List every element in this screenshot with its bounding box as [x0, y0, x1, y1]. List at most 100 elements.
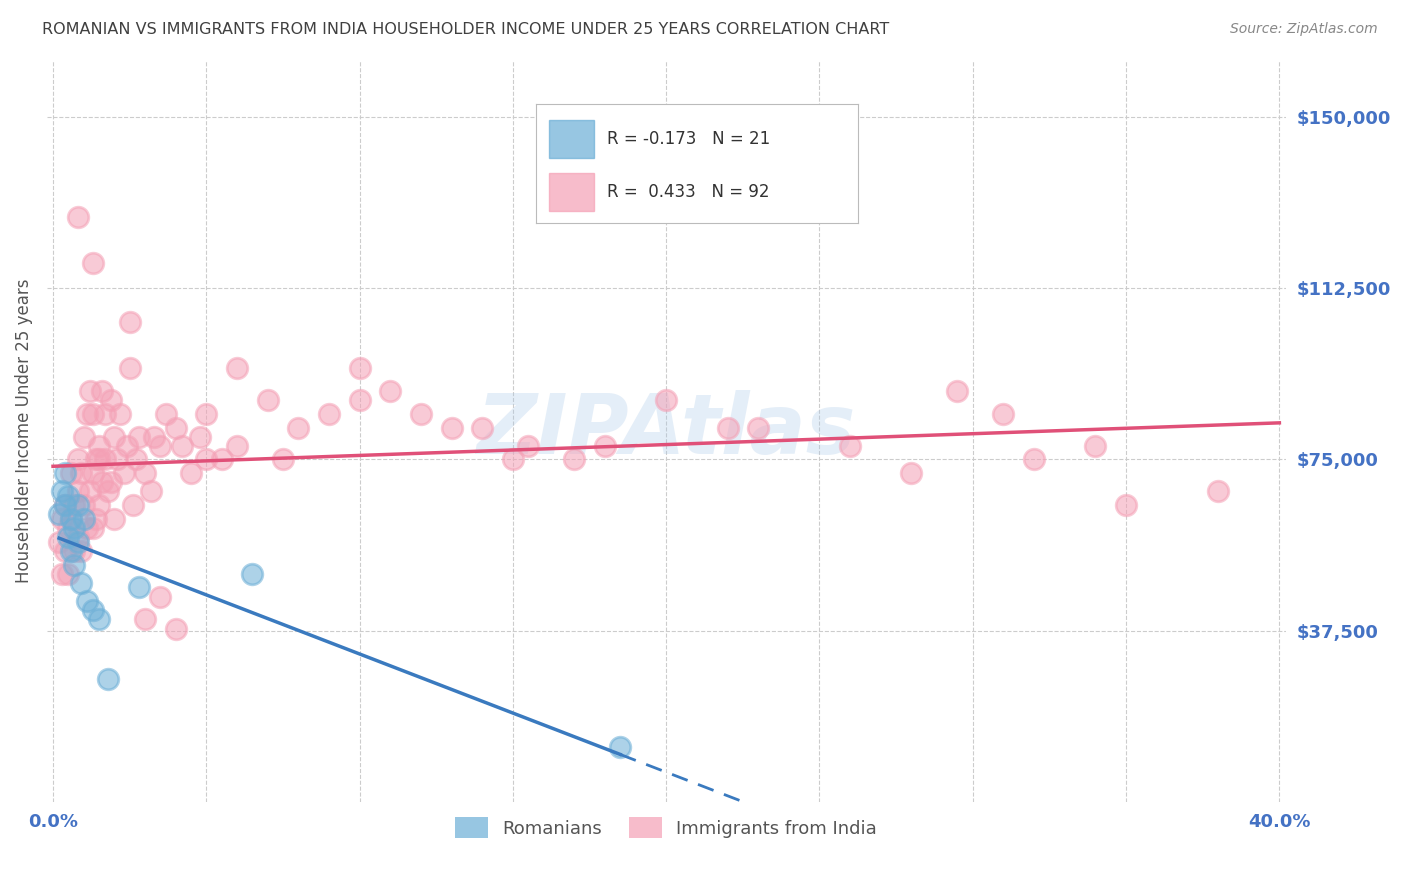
Point	[69, 544, 91, 558]
Point	[63, 544, 86, 558]
Point	[471, 420, 494, 434]
Point	[609, 740, 631, 755]
Point	[51, 512, 73, 526]
Point	[747, 420, 769, 434]
Legend: Romanians, Immigrants from India: Romanians, Immigrants from India	[449, 810, 884, 846]
Point	[51, 566, 73, 581]
Point	[48, 534, 70, 549]
Point	[155, 407, 177, 421]
Point	[149, 590, 172, 604]
Point	[318, 407, 340, 421]
Point	[58, 489, 80, 503]
Point	[53, 467, 76, 481]
Point	[87, 452, 110, 467]
Point	[84, 512, 107, 526]
Point	[82, 407, 104, 421]
Point	[58, 566, 80, 581]
Point	[188, 430, 211, 444]
Text: ZIPAtlas: ZIPAtlas	[477, 391, 856, 472]
Point	[440, 420, 463, 434]
Point	[240, 566, 263, 581]
Point	[128, 430, 150, 444]
Point	[51, 484, 73, 499]
Point	[180, 467, 202, 481]
Point	[53, 544, 76, 558]
Point	[946, 384, 969, 398]
Point	[103, 430, 125, 444]
Point	[73, 498, 96, 512]
Point	[58, 521, 80, 535]
Point	[170, 439, 193, 453]
Point	[349, 393, 371, 408]
Point	[121, 498, 143, 512]
Point	[195, 407, 218, 421]
Point	[82, 603, 104, 617]
Point	[66, 211, 89, 225]
Point	[91, 475, 114, 490]
Point	[79, 384, 101, 398]
Point	[97, 672, 120, 686]
Point	[517, 439, 540, 453]
Point	[134, 612, 156, 626]
Point	[1115, 498, 1137, 512]
Point	[76, 521, 98, 535]
Point	[1022, 452, 1045, 467]
Point	[100, 475, 122, 490]
Point	[1206, 484, 1229, 499]
Point	[226, 361, 249, 376]
Point	[409, 407, 432, 421]
Point	[271, 452, 294, 467]
Point	[60, 467, 83, 481]
Point	[139, 484, 162, 499]
Point	[58, 530, 80, 544]
Point	[118, 315, 141, 329]
Point	[107, 452, 129, 467]
Point	[97, 484, 120, 499]
Point	[66, 452, 89, 467]
Point	[226, 439, 249, 453]
Point	[125, 452, 148, 467]
Point	[79, 484, 101, 499]
Point	[66, 498, 89, 512]
Point	[94, 452, 117, 467]
Point	[149, 439, 172, 453]
Point	[73, 512, 96, 526]
Point	[165, 622, 187, 636]
Point	[87, 439, 110, 453]
Point	[716, 420, 738, 434]
Point	[839, 439, 862, 453]
Y-axis label: Householder Income Under 25 years: Householder Income Under 25 years	[15, 278, 32, 583]
Point	[103, 512, 125, 526]
Point	[562, 452, 585, 467]
Point	[100, 393, 122, 408]
Point	[84, 452, 107, 467]
Point	[165, 420, 187, 434]
Point	[87, 498, 110, 512]
Point	[118, 361, 141, 376]
Point	[76, 407, 98, 421]
Point	[655, 393, 678, 408]
Point	[256, 393, 278, 408]
Point	[82, 521, 104, 535]
Point	[63, 558, 86, 572]
Point	[60, 512, 83, 526]
Point	[73, 430, 96, 444]
Point	[110, 407, 132, 421]
Point	[349, 361, 371, 376]
Point	[53, 498, 76, 512]
Point	[1084, 439, 1107, 453]
Text: ROMANIAN VS IMMIGRANTS FROM INDIA HOUSEHOLDER INCOME UNDER 25 YEARS CORRELATION : ROMANIAN VS IMMIGRANTS FROM INDIA HOUSEH…	[42, 22, 890, 37]
Point	[993, 407, 1015, 421]
Point	[287, 420, 309, 434]
Point	[115, 439, 138, 453]
Point	[82, 256, 104, 270]
Text: Source: ZipAtlas.com: Source: ZipAtlas.com	[1230, 22, 1378, 37]
Point	[66, 534, 89, 549]
Point	[900, 467, 922, 481]
Point	[380, 384, 402, 398]
Point	[69, 467, 91, 481]
Point	[60, 544, 83, 558]
Point	[91, 384, 114, 398]
Point	[66, 530, 89, 544]
Point	[112, 467, 135, 481]
